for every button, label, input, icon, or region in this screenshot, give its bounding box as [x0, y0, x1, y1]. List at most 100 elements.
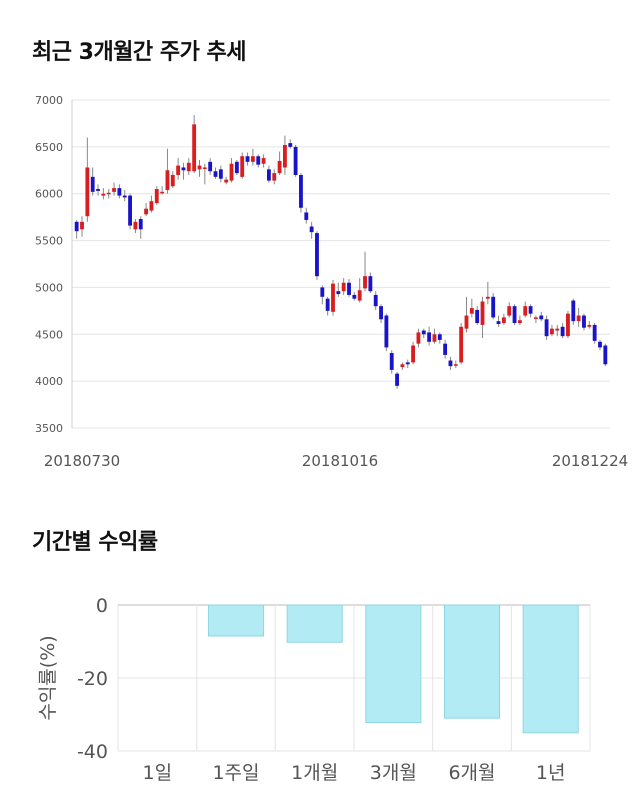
candle-body — [469, 308, 474, 314]
y-tick-label: 4000 — [35, 375, 63, 388]
candle-body — [181, 167, 186, 171]
candle — [598, 339, 602, 351]
candle — [587, 321, 592, 329]
candle — [176, 158, 181, 180]
x-tick-label: 1년 — [536, 762, 566, 784]
x-tick-label: 6개월 — [448, 762, 495, 784]
candle-body — [357, 290, 362, 301]
candle-body — [165, 170, 170, 190]
candle-body — [528, 306, 533, 314]
return-bar — [522, 604, 579, 734]
y-tick-label: -20 — [77, 668, 108, 690]
x-tick-label: 20181016 — [302, 452, 378, 470]
candle — [384, 313, 389, 352]
candle-body — [480, 301, 485, 325]
candle — [293, 144, 298, 177]
candle — [480, 296, 485, 339]
candle — [517, 315, 522, 325]
candle — [208, 158, 213, 175]
candle-body — [443, 343, 448, 355]
candle-body — [250, 156, 255, 162]
candle — [256, 154, 261, 168]
candle-body — [550, 328, 554, 335]
candle-body — [309, 226, 314, 233]
y-tick-label: 6000 — [35, 188, 63, 201]
candle — [80, 216, 84, 237]
candle-body — [352, 294, 357, 299]
candle — [603, 343, 608, 367]
candle-body — [571, 300, 576, 322]
return-bar — [207, 604, 265, 637]
candle — [283, 135, 287, 175]
candle-body — [208, 161, 213, 172]
candle — [507, 302, 512, 318]
candle-body — [373, 294, 378, 307]
candle — [560, 323, 565, 339]
candle-body — [363, 276, 367, 289]
candle-body — [512, 306, 517, 324]
candle — [550, 324, 554, 337]
candle-body — [74, 221, 79, 232]
price-trend-title: 최근 3개월간 주가 추세 — [32, 40, 246, 65]
x-tick-label: 3개월 — [370, 762, 417, 784]
candle — [411, 341, 416, 365]
candle-body — [603, 345, 608, 365]
return-bar — [443, 604, 501, 719]
x-tick-label: 20181224 — [552, 452, 628, 470]
candle-body — [117, 188, 122, 196]
y-tick-label: 4500 — [35, 328, 63, 341]
candle-body — [533, 317, 538, 319]
candle — [213, 167, 218, 179]
candle-grid — [71, 99, 610, 429]
candle-body — [149, 201, 154, 211]
candle — [74, 219, 79, 239]
candle — [437, 332, 442, 344]
candle — [186, 158, 191, 175]
candle — [331, 279, 335, 316]
candle — [261, 154, 266, 168]
candle-body — [266, 169, 271, 181]
candle — [170, 171, 175, 189]
x-tick-label: 1주일 — [212, 762, 259, 784]
candle-marks — [74, 114, 608, 389]
candle — [90, 167, 95, 196]
candle-body — [539, 315, 544, 320]
candle-body — [395, 373, 399, 386]
candle — [117, 184, 122, 199]
candle-body — [405, 362, 410, 365]
candle — [202, 163, 207, 185]
candle-body — [384, 315, 389, 348]
candle-body — [592, 324, 597, 341]
candle-body — [496, 321, 501, 324]
candle — [368, 272, 373, 294]
candle-body — [304, 212, 309, 220]
candle — [309, 221, 314, 239]
candle-body — [320, 287, 325, 297]
candle-body — [336, 291, 341, 294]
candle-body — [582, 315, 586, 328]
candle — [352, 292, 357, 301]
candle — [539, 311, 544, 322]
candle-body — [485, 296, 490, 299]
candle-body — [85, 167, 90, 217]
candle-body — [96, 189, 100, 191]
candle-body — [464, 315, 469, 329]
candle-body — [106, 192, 111, 195]
candle-body — [315, 233, 319, 277]
candle — [571, 298, 576, 325]
candle — [379, 304, 383, 324]
candle-body — [283, 144, 287, 168]
candle-body — [427, 332, 432, 342]
candle-body — [432, 334, 437, 342]
candle-body — [411, 345, 416, 363]
candle-body — [368, 276, 373, 292]
candle-body — [437, 334, 442, 340]
candle-body — [507, 306, 512, 316]
candle — [277, 151, 282, 175]
candle-body — [80, 221, 84, 230]
bar-grid — [117, 604, 591, 752]
bar-marks — [207, 604, 579, 734]
candle — [315, 231, 319, 280]
candle-body — [448, 360, 453, 367]
candle — [144, 203, 149, 217]
